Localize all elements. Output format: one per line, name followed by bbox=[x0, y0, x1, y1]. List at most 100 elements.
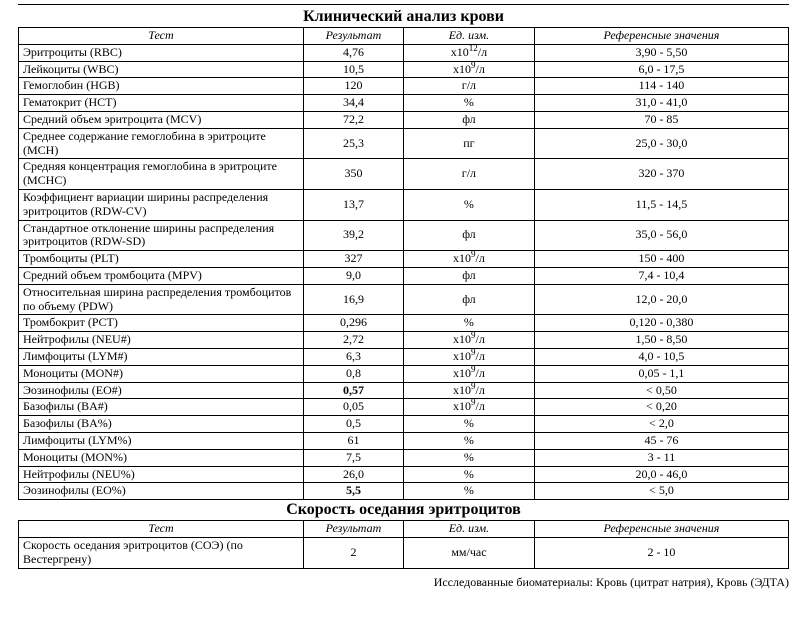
cell-unit: фл bbox=[403, 220, 534, 251]
cell-test: Гемоглобин (HGB) bbox=[19, 78, 304, 95]
cell-test: Базофилы (BA#) bbox=[19, 399, 304, 416]
table-row: Тромбокрит (PCT)0,296%0,120 - 0,380 bbox=[19, 315, 789, 332]
cell-test: Моноциты (MON%) bbox=[19, 449, 304, 466]
cell-test: Средний объем тромбоцита (MPV) bbox=[19, 267, 304, 284]
cell-unit: % bbox=[403, 466, 534, 483]
cell-unit: x109/л bbox=[403, 365, 534, 382]
cell-result: 13,7 bbox=[303, 189, 403, 220]
cell-unit: % bbox=[403, 449, 534, 466]
table-row: Моноциты (MON%)7,5%3 - 11 bbox=[19, 449, 789, 466]
cell-result: 0,5 bbox=[303, 416, 403, 433]
table-row: Нейтрофилы (NEU#)2,72x109/л1,50 - 8,50 bbox=[19, 332, 789, 349]
section2-title: Скорость оседания эритроцитов bbox=[18, 500, 789, 520]
table-row: Скорость оседания эритроцитов (СОЭ) (по … bbox=[19, 537, 789, 568]
cell-ref: < 0,20 bbox=[534, 399, 788, 416]
cell-unit: фл bbox=[403, 284, 534, 315]
table-row: Гематокрит (HCT)34,4%31,0 - 41,0 bbox=[19, 95, 789, 112]
table-row: Тромбоциты (PLT)327x109/л150 - 400 bbox=[19, 251, 789, 268]
cell-test: Эозинофилы (EO#) bbox=[19, 382, 304, 399]
cell-ref: 3,90 - 5,50 bbox=[534, 44, 788, 61]
cell-test: Тромбоциты (PLT) bbox=[19, 251, 304, 268]
section2-table: Тест Результат Ед. изм. Референсные знач… bbox=[18, 520, 789, 568]
cell-test: Средняя концентрация гемоглобина в эритр… bbox=[19, 159, 304, 190]
cell-ref: < 5,0 bbox=[534, 483, 788, 500]
table-row: Эозинофилы (EO#)0,57x109/л< 0,50 bbox=[19, 382, 789, 399]
cell-unit: x109/л bbox=[403, 251, 534, 268]
cell-ref: 31,0 - 41,0 bbox=[534, 95, 788, 112]
cell-unit: фл bbox=[403, 267, 534, 284]
cell-result: 25,3 bbox=[303, 128, 403, 159]
cell-unit: % bbox=[403, 95, 534, 112]
cell-result: 2 bbox=[303, 537, 403, 568]
col-test: Тест bbox=[19, 28, 304, 45]
cell-result: 0,57 bbox=[303, 382, 403, 399]
top-rule bbox=[18, 4, 789, 5]
section1-table: Тест Результат Ед. изм. Референсные знач… bbox=[18, 27, 789, 500]
table-row: Базофилы (BA#)0,05x109/л< 0,20 bbox=[19, 399, 789, 416]
cell-ref: 150 - 400 bbox=[534, 251, 788, 268]
cell-ref: < 2,0 bbox=[534, 416, 788, 433]
cell-test: Коэффициент вариации ширины распределени… bbox=[19, 189, 304, 220]
cell-test: Гематокрит (HCT) bbox=[19, 95, 304, 112]
cell-test: Лимфоциты (LYM#) bbox=[19, 348, 304, 365]
table-row: Среднее содержание гемоглобина в эритроц… bbox=[19, 128, 789, 159]
cell-ref: 35,0 - 56,0 bbox=[534, 220, 788, 251]
cell-result: 4,76 bbox=[303, 44, 403, 61]
table-row: Эозинофилы (EO%)5,5%< 5,0 bbox=[19, 483, 789, 500]
cell-test: Эритроциты (RBC) bbox=[19, 44, 304, 61]
table-row: Нейтрофилы (NEU%)26,0%20,0 - 46,0 bbox=[19, 466, 789, 483]
section1-title: Клинический анализ крови bbox=[18, 7, 789, 27]
cell-unit: % bbox=[403, 189, 534, 220]
cell-unit: x109/л bbox=[403, 332, 534, 349]
cell-ref: 6,0 - 17,5 bbox=[534, 61, 788, 78]
cell-result: 34,4 bbox=[303, 95, 403, 112]
cell-unit: x109/л bbox=[403, 382, 534, 399]
cell-test: Средний объем эритроцита (MCV) bbox=[19, 111, 304, 128]
table-row: Средняя концентрация гемоглобина в эритр… bbox=[19, 159, 789, 190]
cell-test: Эозинофилы (EO%) bbox=[19, 483, 304, 500]
cell-result: 2,72 bbox=[303, 332, 403, 349]
cell-unit: мм/час bbox=[403, 537, 534, 568]
table-row: Относительная ширина распределения тромб… bbox=[19, 284, 789, 315]
cell-test: Среднее содержание гемоглобина в эритроц… bbox=[19, 128, 304, 159]
col-result: Результат bbox=[303, 521, 403, 538]
cell-result: 7,5 bbox=[303, 449, 403, 466]
cell-result: 10,5 bbox=[303, 61, 403, 78]
cell-ref: 45 - 76 bbox=[534, 432, 788, 449]
cell-test: Моноциты (MON#) bbox=[19, 365, 304, 382]
cell-ref: < 0,50 bbox=[534, 382, 788, 399]
cell-ref: 2 - 10 bbox=[534, 537, 788, 568]
cell-result: 327 bbox=[303, 251, 403, 268]
cell-ref: 7,4 - 10,4 bbox=[534, 267, 788, 284]
cell-test: Лейкоциты (WBC) bbox=[19, 61, 304, 78]
cell-ref: 25,0 - 30,0 bbox=[534, 128, 788, 159]
cell-result: 5,5 bbox=[303, 483, 403, 500]
cell-ref: 20,0 - 46,0 bbox=[534, 466, 788, 483]
cell-ref: 12,0 - 20,0 bbox=[534, 284, 788, 315]
cell-test: Базофилы (BA%) bbox=[19, 416, 304, 433]
cell-test: Скорость оседания эритроцитов (СОЭ) (по … bbox=[19, 537, 304, 568]
cell-unit: фл bbox=[403, 111, 534, 128]
cell-result: 16,9 bbox=[303, 284, 403, 315]
cell-unit: пг bbox=[403, 128, 534, 159]
cell-ref: 11,5 - 14,5 bbox=[534, 189, 788, 220]
table-row: Коэффициент вариации ширины распределени… bbox=[19, 189, 789, 220]
cell-result: 350 bbox=[303, 159, 403, 190]
cell-test: Стандартное отклонение ширины распределе… bbox=[19, 220, 304, 251]
col-ref: Референсные значения bbox=[534, 521, 788, 538]
cell-test: Нейтрофилы (NEU#) bbox=[19, 332, 304, 349]
table-row: Средний объем эритроцита (MCV)72,2фл70 -… bbox=[19, 111, 789, 128]
cell-ref: 4,0 - 10,5 bbox=[534, 348, 788, 365]
cell-unit: x1012/л bbox=[403, 44, 534, 61]
cell-unit: x109/л bbox=[403, 61, 534, 78]
col-unit: Ед. изм. bbox=[403, 521, 534, 538]
cell-result: 9,0 bbox=[303, 267, 403, 284]
table-row: Эритроциты (RBC)4,76x1012/л3,90 - 5,50 bbox=[19, 44, 789, 61]
table-row: Средний объем тромбоцита (MPV)9,0фл7,4 -… bbox=[19, 267, 789, 284]
table-row: Гемоглобин (HGB)120г/л114 - 140 bbox=[19, 78, 789, 95]
table-row: Лейкоциты (WBC)10,5x109/л6,0 - 17,5 bbox=[19, 61, 789, 78]
col-ref: Референсные значения bbox=[534, 28, 788, 45]
cell-ref: 320 - 370 bbox=[534, 159, 788, 190]
cell-unit: x109/л bbox=[403, 348, 534, 365]
table-row: Стандартное отклонение ширины распределе… bbox=[19, 220, 789, 251]
